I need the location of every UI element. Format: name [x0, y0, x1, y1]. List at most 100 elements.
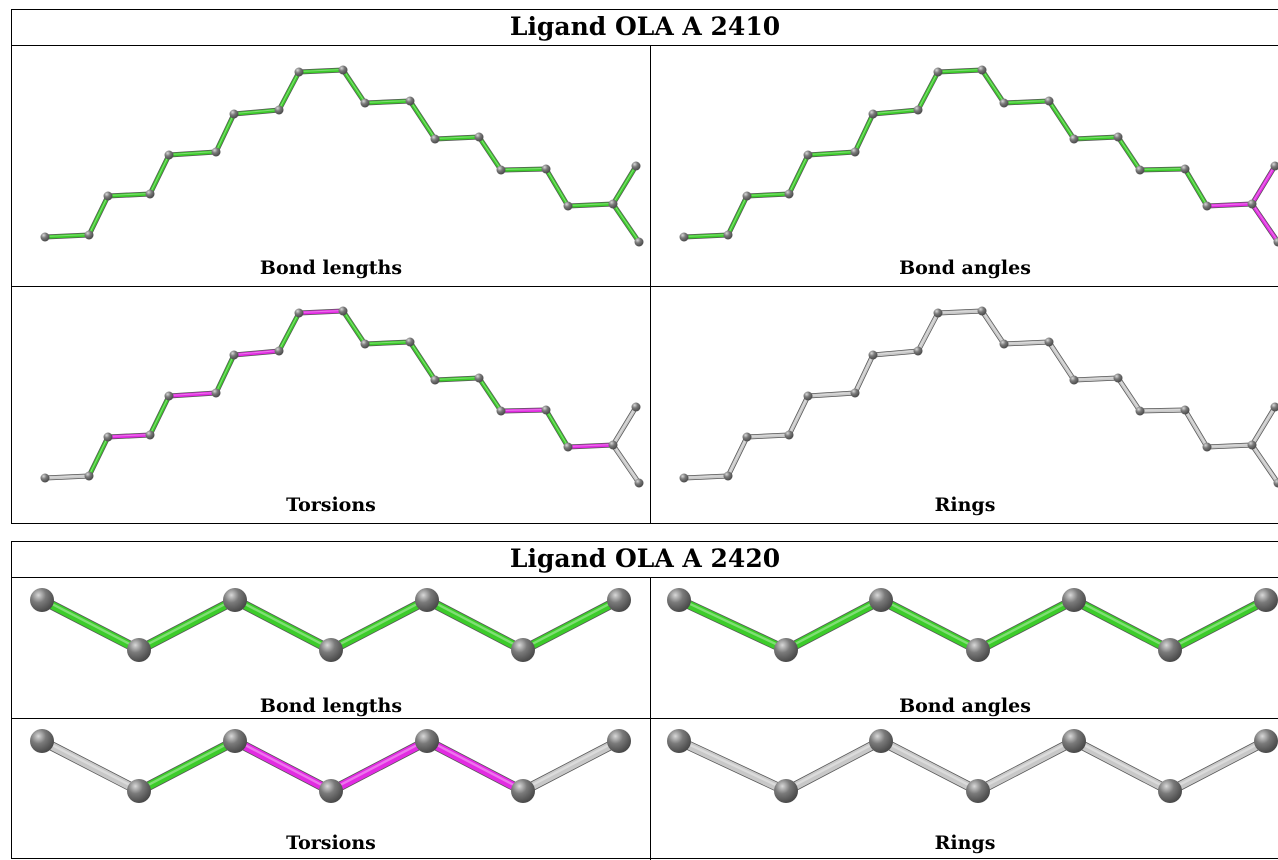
- torsions-cell: Torsions: [12, 287, 650, 524]
- bond-highlight: [434, 135, 480, 139]
- bond: [1138, 408, 1187, 413]
- atom: [164, 150, 174, 160]
- bond-highlight: [545, 167, 569, 207]
- bond-highlight: [727, 435, 748, 477]
- bond-highlight: [149, 153, 170, 195]
- bond: [566, 443, 615, 449]
- bond-highlight: [917, 311, 939, 351]
- atom: [913, 346, 923, 356]
- bond-highlight: [677, 738, 788, 792]
- atom: [1113, 132, 1123, 142]
- bond-highlight: [1251, 443, 1278, 484]
- bond-highlight: [567, 202, 614, 207]
- atom: [164, 391, 174, 401]
- cell-label: Bond angles: [899, 695, 1031, 717]
- bond-highlight: [1251, 164, 1276, 205]
- bond-highlight: [612, 202, 640, 243]
- atom: [294, 308, 304, 318]
- bond: [231, 737, 335, 795]
- bond-highlight: [137, 597, 237, 651]
- bond: [167, 391, 218, 398]
- bond-highlight: [107, 192, 151, 197]
- bond: [853, 353, 875, 395]
- bond: [1166, 737, 1270, 795]
- bond-highlight: [409, 99, 436, 139]
- bond: [675, 737, 790, 795]
- bond-highlight: [746, 433, 790, 438]
- bond: [519, 737, 623, 795]
- atom: [563, 201, 573, 211]
- atom: [145, 430, 155, 440]
- bond-highlight: [937, 68, 983, 73]
- bond-highlight: [88, 194, 109, 236]
- atom: [933, 67, 943, 77]
- atom: [541, 164, 551, 174]
- atom: [84, 471, 94, 481]
- atom: [127, 779, 151, 803]
- bond-highlight: [567, 443, 614, 448]
- atom: [977, 65, 987, 75]
- bond-highlight: [521, 738, 621, 792]
- bond-highlight: [1048, 99, 1075, 139]
- atom: [631, 161, 641, 171]
- atom: [679, 232, 689, 242]
- bond: [363, 340, 412, 346]
- molecule-view: [40, 65, 644, 247]
- bond: [1002, 99, 1051, 105]
- atom: [511, 638, 535, 662]
- bond: [980, 309, 1006, 346]
- bond: [853, 112, 875, 154]
- atom: [229, 350, 239, 360]
- molecule-view: [30, 588, 631, 662]
- bond: [148, 394, 171, 437]
- bond-highlight: [807, 391, 856, 396]
- bond: [1070, 737, 1174, 795]
- cell-label: Rings: [934, 494, 996, 516]
- bond-highlight: [746, 192, 790, 197]
- bond-highlight: [981, 309, 1005, 344]
- atom: [1247, 199, 1257, 209]
- bond-highlight: [788, 394, 809, 436]
- atom: [784, 189, 794, 199]
- bond-highlight: [683, 233, 729, 238]
- bond: [1183, 408, 1209, 449]
- atom: [415, 729, 439, 753]
- atom: [474, 132, 484, 142]
- atom: [474, 373, 484, 383]
- atom: [667, 588, 691, 612]
- atom: [1202, 442, 1212, 452]
- bond-highlight: [40, 597, 141, 651]
- bond: [544, 167, 570, 208]
- bond: [675, 596, 790, 654]
- bond: [43, 474, 91, 480]
- atom: [1158, 779, 1182, 803]
- bond-highlight: [1073, 135, 1119, 139]
- bond: [936, 68, 984, 74]
- bond-highlight: [233, 597, 333, 651]
- bond: [477, 376, 503, 413]
- bond: [566, 202, 615, 208]
- bond: [1250, 202, 1278, 244]
- atom: [723, 230, 733, 240]
- bond: [341, 309, 367, 346]
- atom: [774, 779, 798, 803]
- bond: [936, 309, 984, 315]
- bond: [408, 340, 437, 382]
- bond: [106, 433, 152, 439]
- atom: [511, 779, 535, 803]
- bond-lengths-cell: Bond lengths: [12, 578, 650, 718]
- bond: [1183, 167, 1209, 208]
- bond-highlight: [88, 435, 109, 477]
- bond-highlight: [298, 68, 344, 73]
- bond: [974, 737, 1078, 795]
- bond-highlight: [612, 443, 640, 484]
- rings-cell: Rings: [651, 719, 1278, 859]
- bond-highlight: [545, 408, 569, 448]
- atom: [541, 405, 551, 415]
- column-divider: [650, 46, 651, 524]
- bond: [871, 108, 920, 116]
- atom: [360, 98, 370, 108]
- bond-highlight: [917, 70, 939, 110]
- bond: [782, 737, 885, 795]
- bond-highlight: [1048, 340, 1075, 380]
